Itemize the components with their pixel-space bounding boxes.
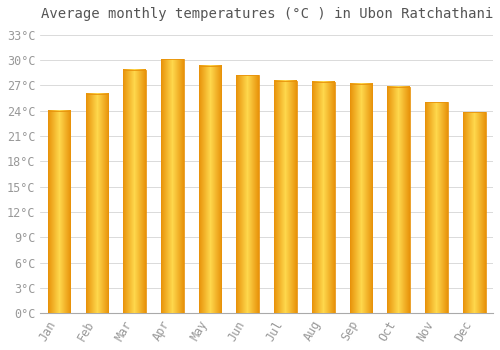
Title: Average monthly temperatures (°C ) in Ubon Ratchathani: Average monthly temperatures (°C ) in Ub… bbox=[40, 7, 493, 21]
Bar bbox=[463, 112, 485, 313]
Bar bbox=[86, 94, 108, 313]
Bar bbox=[161, 59, 184, 313]
Bar bbox=[124, 70, 146, 313]
Bar bbox=[312, 82, 334, 313]
Bar bbox=[350, 84, 372, 313]
Bar bbox=[425, 102, 448, 313]
Bar bbox=[274, 81, 297, 313]
Bar bbox=[48, 111, 70, 313]
Bar bbox=[388, 87, 410, 313]
Bar bbox=[199, 66, 222, 313]
Bar bbox=[236, 75, 259, 313]
